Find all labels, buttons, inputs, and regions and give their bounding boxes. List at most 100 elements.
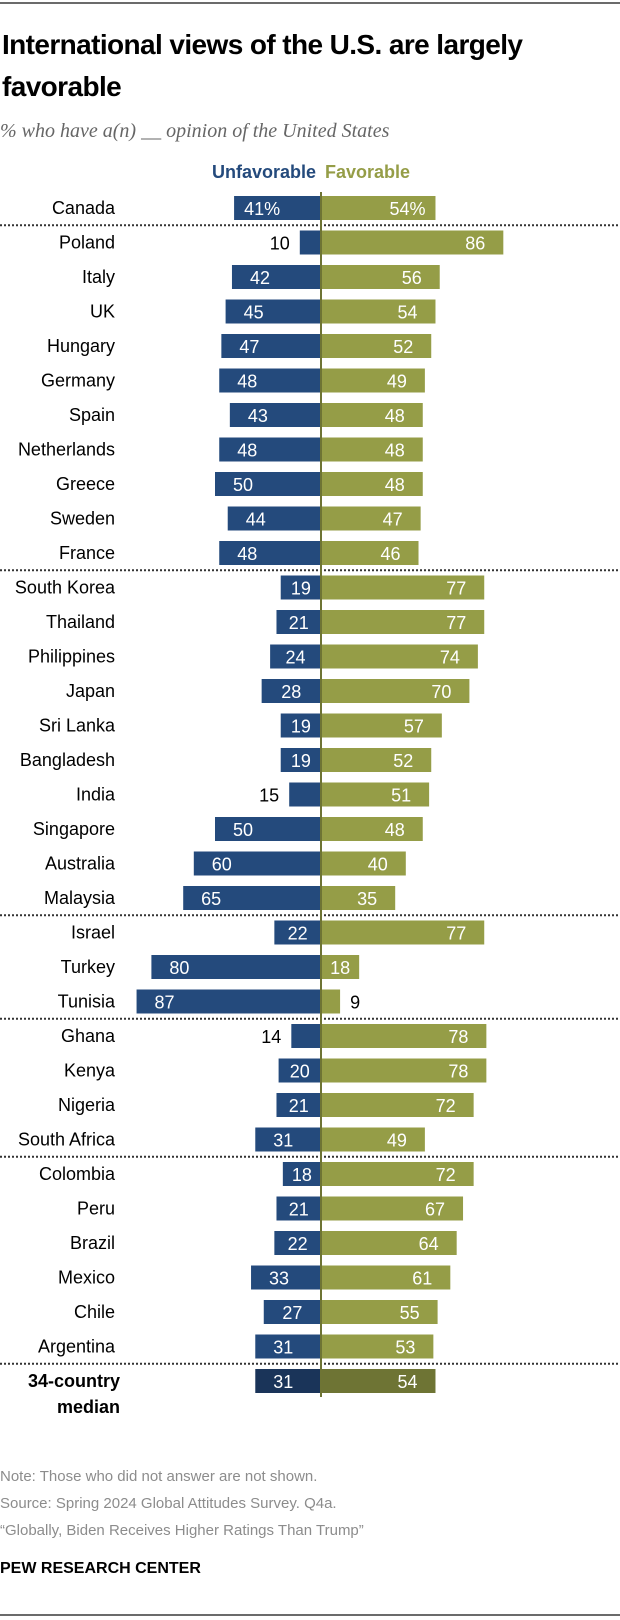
value-label-favorable: 54: [397, 303, 417, 323]
value-label-unfavorable: 43: [248, 406, 268, 426]
value-label-unfavorable: 10: [270, 234, 290, 254]
bar-unfavorable: [227, 506, 321, 531]
bar-unfavorable: [219, 541, 321, 565]
value-label-favorable: 52: [393, 337, 413, 357]
value-label-favorable: 35: [357, 889, 377, 909]
bar-favorable: [321, 1093, 474, 1117]
category-label: Philippines: [28, 647, 115, 667]
category-label: India: [76, 785, 116, 805]
bar-favorable: [321, 886, 396, 910]
value-label-favorable: 64: [419, 1234, 439, 1254]
bar-unfavorable: [276, 610, 321, 634]
bar-unfavorable: [274, 1231, 321, 1255]
value-label-favorable: 54%: [389, 199, 425, 219]
bar-unfavorable: [255, 1334, 321, 1359]
value-label-unfavorable: 45: [244, 303, 264, 323]
value-label-unfavorable: 50: [233, 475, 253, 495]
bar-unfavorable: [255, 1127, 321, 1152]
value-label-unfavorable: 44: [246, 510, 266, 530]
value-label-favorable: 49: [387, 1131, 407, 1151]
value-label-favorable: 57: [404, 717, 424, 737]
value-label-favorable: 52: [393, 751, 413, 771]
value-label-favorable: 46: [381, 544, 401, 564]
value-label-favorable: 48: [385, 441, 405, 461]
category-label: Peru: [77, 1199, 115, 1219]
value-label-unfavorable: 33: [269, 1269, 289, 1289]
bar-favorable: [321, 334, 432, 358]
value-label-unfavorable: 28: [281, 682, 301, 702]
bar-favorable: [321, 1058, 487, 1083]
value-label-unfavorable: 19: [291, 579, 311, 599]
value-label-unfavorable: 42: [250, 268, 270, 288]
bar-unfavorable: [291, 1024, 321, 1048]
value-label-favorable: 72: [436, 1096, 456, 1116]
bar-favorable: [321, 1024, 487, 1048]
category-label: UK: [90, 302, 115, 322]
value-label-unfavorable: 31: [273, 1131, 293, 1151]
top-rule: [0, 2, 620, 4]
value-label-favorable: 74: [440, 648, 460, 668]
bar-unfavorable: [276, 1196, 321, 1221]
bar-unfavorable: [225, 299, 321, 324]
category-label: 34-country: [28, 1371, 120, 1391]
bar-favorable: [321, 644, 478, 669]
value-label-unfavorable: 80: [169, 958, 189, 978]
bar-favorable: [321, 920, 485, 945]
bar-favorable: [321, 782, 430, 807]
bar-favorable: [321, 610, 485, 634]
bar-unfavorable: [219, 437, 321, 462]
category-label: Bangladesh: [20, 750, 115, 770]
category-label: Canada: [52, 198, 116, 218]
value-label-favorable: 86: [465, 234, 485, 254]
bar-favorable: [321, 368, 425, 393]
bar-chart: Unfavorable Favorable Canada 41% 54% Poland 10…: [0, 162, 620, 1417]
bar-unfavorable: [234, 196, 321, 220]
value-label-unfavorable: 65: [201, 889, 221, 909]
category-label: Turkey: [61, 957, 115, 977]
bar-favorable: [321, 541, 419, 565]
bar-favorable: [321, 817, 423, 841]
value-label-unfavorable: 19: [291, 751, 311, 771]
bar-favorable: [321, 1369, 436, 1393]
value-label-unfavorable: 60: [212, 855, 232, 875]
bar-unfavorable: [280, 575, 321, 600]
category-label: Israel: [71, 923, 115, 943]
bar-unfavorable: [280, 713, 321, 738]
value-label-unfavorable: 18: [292, 1165, 312, 1185]
value-label-favorable: 48: [385, 475, 405, 495]
category-label: South Africa: [18, 1130, 116, 1150]
value-label-favorable: 77: [446, 924, 466, 944]
bar-favorable: [321, 265, 440, 289]
bar-favorable: [321, 1162, 474, 1186]
value-label-unfavorable: 87: [155, 993, 175, 1013]
value-label-unfavorable: 22: [288, 1234, 308, 1254]
category-label: Australia: [45, 854, 116, 874]
category-label: Colombia: [39, 1164, 116, 1184]
bar-unfavorable: [215, 817, 321, 841]
category-label: Poland: [59, 233, 115, 253]
category-label: Japan: [66, 681, 115, 701]
source-text: Source: Spring 2024 Global Attitudes Sur…: [0, 1495, 337, 1512]
category-label: Singapore: [33, 819, 115, 839]
category-label: Italy: [82, 267, 115, 287]
note-text: Note: Those who did not answer are not s…: [0, 1468, 318, 1485]
value-label-favorable: 48: [385, 406, 405, 426]
value-label-unfavorable: 50: [233, 820, 253, 840]
value-label-unfavorable: 48: [237, 372, 257, 392]
value-label-favorable: 78: [448, 1027, 468, 1047]
bar-unfavorable: [270, 644, 321, 669]
bar-favorable: [321, 403, 423, 427]
legend-favorable: Favorable: [325, 162, 410, 182]
bar-unfavorable: [278, 1058, 321, 1083]
bar-favorable: [321, 1196, 464, 1221]
bar-unfavorable: [299, 230, 321, 255]
value-label-unfavorable: 27: [282, 1303, 302, 1323]
bar-favorable: [321, 575, 485, 600]
category-label: South Korea: [15, 578, 116, 598]
bar-favorable: [321, 506, 421, 531]
bar-unfavorable: [276, 1093, 321, 1117]
bar-unfavorable: [231, 265, 321, 289]
value-label-favorable: 51: [391, 786, 411, 806]
category-label: Kenya: [64, 1061, 116, 1081]
